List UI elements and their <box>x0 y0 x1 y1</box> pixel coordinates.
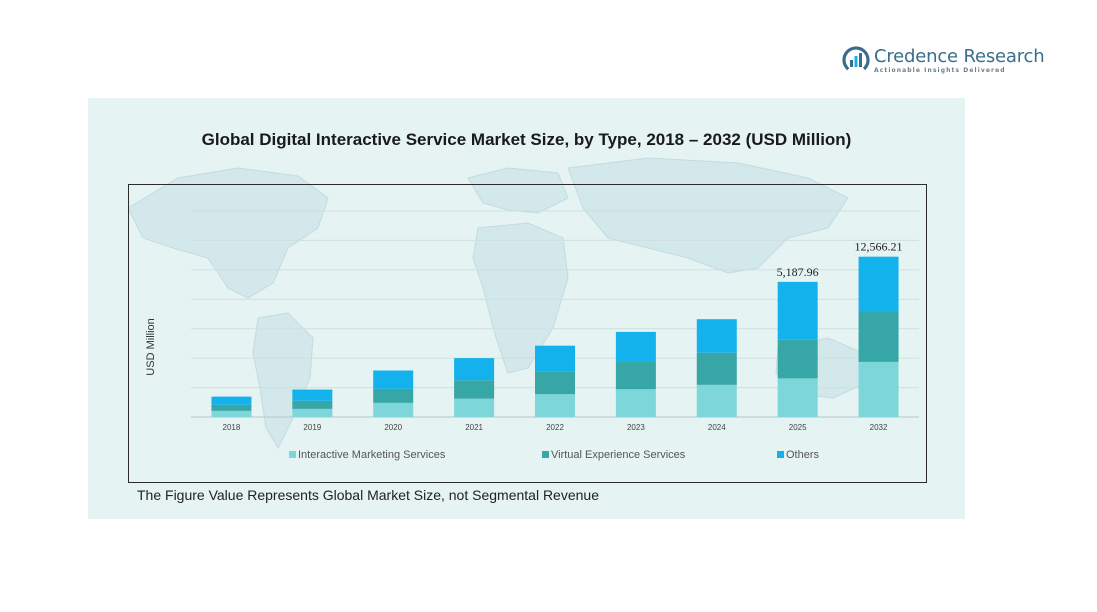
x-tick-label: 2022 <box>546 423 564 432</box>
brand-tagline: Actionable Insights Delivered <box>874 67 1006 74</box>
bar-segment <box>858 256 899 312</box>
bar-segment <box>535 345 575 372</box>
bar-segment <box>535 371 575 395</box>
legend-swatch <box>289 451 296 458</box>
bar-segment <box>292 400 333 409</box>
bar-segment <box>211 404 252 411</box>
x-tick-label: 2024 <box>708 423 726 432</box>
x-tick-label: 2023 <box>627 423 645 432</box>
legend-swatch <box>542 451 549 458</box>
legend-swatch <box>777 451 784 458</box>
bar-segment <box>454 380 495 399</box>
bar-segment <box>535 394 575 417</box>
credence-logo-icon <box>842 46 870 74</box>
chart-frame: USD Million 2018 2019 2020 2021 2022 2023 2024 2… <box>128 184 927 483</box>
bar-segment <box>292 408 333 417</box>
legend-label: Interactive Marketing Services <box>298 449 446 461</box>
bar-segment <box>454 358 495 381</box>
data-label: 12,566.21 <box>855 240 903 254</box>
x-tick-label: 2019 <box>303 423 321 432</box>
stacked-bar-chart: USD Million 2018 2019 2020 2021 2022 2023 2024 2… <box>145 210 919 461</box>
bar-segment <box>292 389 333 401</box>
bar-segment <box>777 339 818 379</box>
data-label: 5,187.96 <box>777 265 819 279</box>
bar-segment <box>777 378 818 417</box>
chart-title: Global Digital Interactive Service Marke… <box>201 130 852 149</box>
bar-segment <box>858 361 899 417</box>
x-tick-label: 2032 <box>870 423 888 432</box>
footnote: The Figure Value Represents Global Marke… <box>137 487 599 503</box>
chart-panel: Global Digital Interactive Service Marke… <box>88 98 965 519</box>
bar-segment <box>615 389 656 417</box>
bar-segment <box>454 398 495 417</box>
x-tick-label: 2021 <box>465 423 483 432</box>
bar-segment <box>777 281 818 340</box>
brand-logo-block: Credence Research Actionable Insights De… <box>842 46 1045 78</box>
bar-segment <box>696 384 737 417</box>
bar-segment <box>615 331 656 362</box>
x-tick-label: 2025 <box>789 423 807 432</box>
legend-label: Virtual Experience Services <box>551 449 686 461</box>
world-map-background <box>127 157 867 450</box>
y-axis-label: USD Million <box>145 318 157 375</box>
bar-segment <box>696 319 737 353</box>
bar-segment <box>211 396 252 405</box>
bar-segment <box>373 370 414 389</box>
bar-segment <box>696 352 737 385</box>
bar-segment <box>373 388 414 403</box>
legend-label: Others <box>786 449 820 461</box>
bar-segment <box>373 402 414 417</box>
x-tick-label: 2020 <box>384 423 402 432</box>
x-tick-label: 2018 <box>223 423 241 432</box>
brand-name: Credence Research <box>874 46 1045 67</box>
bar-segment <box>858 311 899 362</box>
bar-segment <box>211 410 252 417</box>
bar-segment <box>615 361 656 390</box>
